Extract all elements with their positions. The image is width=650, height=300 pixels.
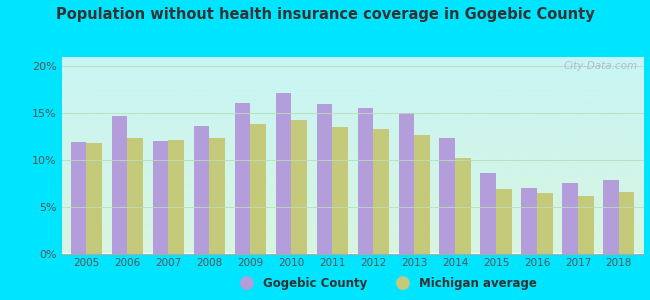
- Bar: [209, 138, 225, 254]
- Bar: [496, 189, 512, 254]
- Bar: [414, 135, 430, 254]
- Bar: [71, 142, 86, 254]
- Bar: [86, 143, 102, 254]
- Bar: [562, 183, 578, 253]
- Bar: [235, 103, 250, 254]
- Bar: [332, 127, 348, 254]
- Bar: [603, 180, 619, 254]
- Bar: [521, 188, 537, 254]
- Bar: [398, 113, 414, 253]
- Bar: [455, 158, 471, 254]
- Bar: [276, 94, 291, 253]
- Bar: [153, 141, 168, 254]
- Bar: [439, 138, 455, 254]
- Text: ●: ●: [395, 274, 411, 292]
- Bar: [537, 193, 552, 253]
- Text: Population without health insurance coverage in Gogebic County: Population without health insurance cove…: [56, 8, 594, 22]
- Bar: [194, 126, 209, 254]
- Bar: [127, 138, 143, 254]
- Bar: [317, 104, 332, 254]
- Bar: [112, 116, 127, 254]
- Bar: [578, 196, 593, 254]
- Bar: [480, 173, 496, 254]
- Bar: [373, 129, 389, 254]
- Text: City-Data.com: City-Data.com: [564, 61, 638, 71]
- Text: ●: ●: [239, 274, 255, 292]
- Bar: [168, 140, 184, 254]
- Bar: [358, 107, 373, 254]
- Text: Michigan average: Michigan average: [419, 277, 537, 290]
- Bar: [250, 124, 266, 254]
- Text: Gogebic County: Gogebic County: [263, 277, 367, 290]
- Bar: [619, 192, 634, 254]
- Bar: [291, 120, 307, 254]
